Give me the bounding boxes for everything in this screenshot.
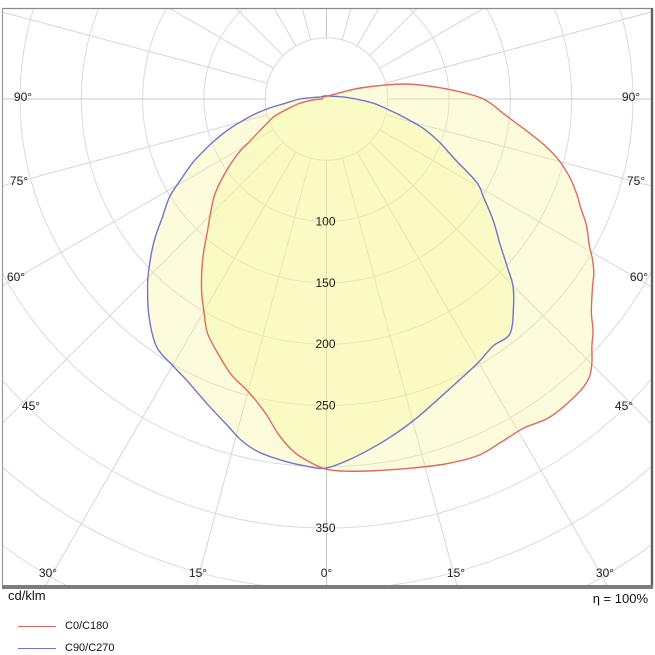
angle-label-right: 60° xyxy=(630,270,648,284)
grid-radial-line xyxy=(2,11,268,84)
legend-label-c0-c180: C0/C180 xyxy=(65,620,109,632)
grid-radial-line xyxy=(2,114,268,187)
legend-item-c90-c270: C90/C270 xyxy=(18,637,115,655)
legend-label-c90-c270: C90/C270 xyxy=(65,642,115,654)
angle-label-right: 75° xyxy=(627,174,645,188)
angle-label-left: 45° xyxy=(22,399,40,413)
c90-c270-curve xyxy=(146,95,515,470)
ring-value-label: 200 xyxy=(315,337,335,351)
grid-radial-line xyxy=(2,141,284,425)
ring-value-label: 150 xyxy=(315,276,335,290)
angle-label-right: 15° xyxy=(447,566,465,580)
ring-value-label: 250 xyxy=(315,399,335,413)
ring-value-label: 100 xyxy=(315,215,335,229)
legend: C0/C180 C90/C270 xyxy=(18,615,115,655)
grid-radial-line xyxy=(2,129,274,287)
angle-label-left: 60° xyxy=(7,270,25,284)
c0-c180-fill xyxy=(201,84,594,472)
radial-unit-label: cd/klm xyxy=(8,588,46,603)
legend-item-c0-c180: C0/C180 xyxy=(18,615,115,637)
grid-radial-line xyxy=(379,129,653,289)
c0-c180-line-swatch xyxy=(18,625,56,627)
c0-c180-curve xyxy=(200,83,595,472)
angle-label-right: 90° xyxy=(622,90,640,104)
grid-radial-line xyxy=(45,151,297,585)
angle-label-left: 15° xyxy=(189,566,207,580)
angle-label-left: 75° xyxy=(10,174,28,188)
angle-label-left: 90° xyxy=(14,90,32,104)
ring-value-label: 350 xyxy=(315,521,335,535)
c90-c270-line-swatch xyxy=(18,647,56,649)
angle-label-left: 30° xyxy=(39,566,57,580)
grid-radial-line xyxy=(341,158,458,585)
angle-label-right: 30° xyxy=(596,566,614,580)
grid-radial-line xyxy=(385,10,653,84)
angle-label-nadir: 0° xyxy=(321,566,333,580)
grid-radial-line xyxy=(356,151,608,585)
c90-c270-fill xyxy=(147,95,514,469)
angle-label-right: 45° xyxy=(615,399,633,413)
grid-radial-line xyxy=(167,8,274,69)
grid-radial-line xyxy=(385,114,653,188)
grid-radial-line xyxy=(379,8,486,69)
grid-radial-line xyxy=(369,141,653,427)
grid-radial-line xyxy=(195,158,312,585)
efficiency-value: η = 100% xyxy=(592,591,648,606)
